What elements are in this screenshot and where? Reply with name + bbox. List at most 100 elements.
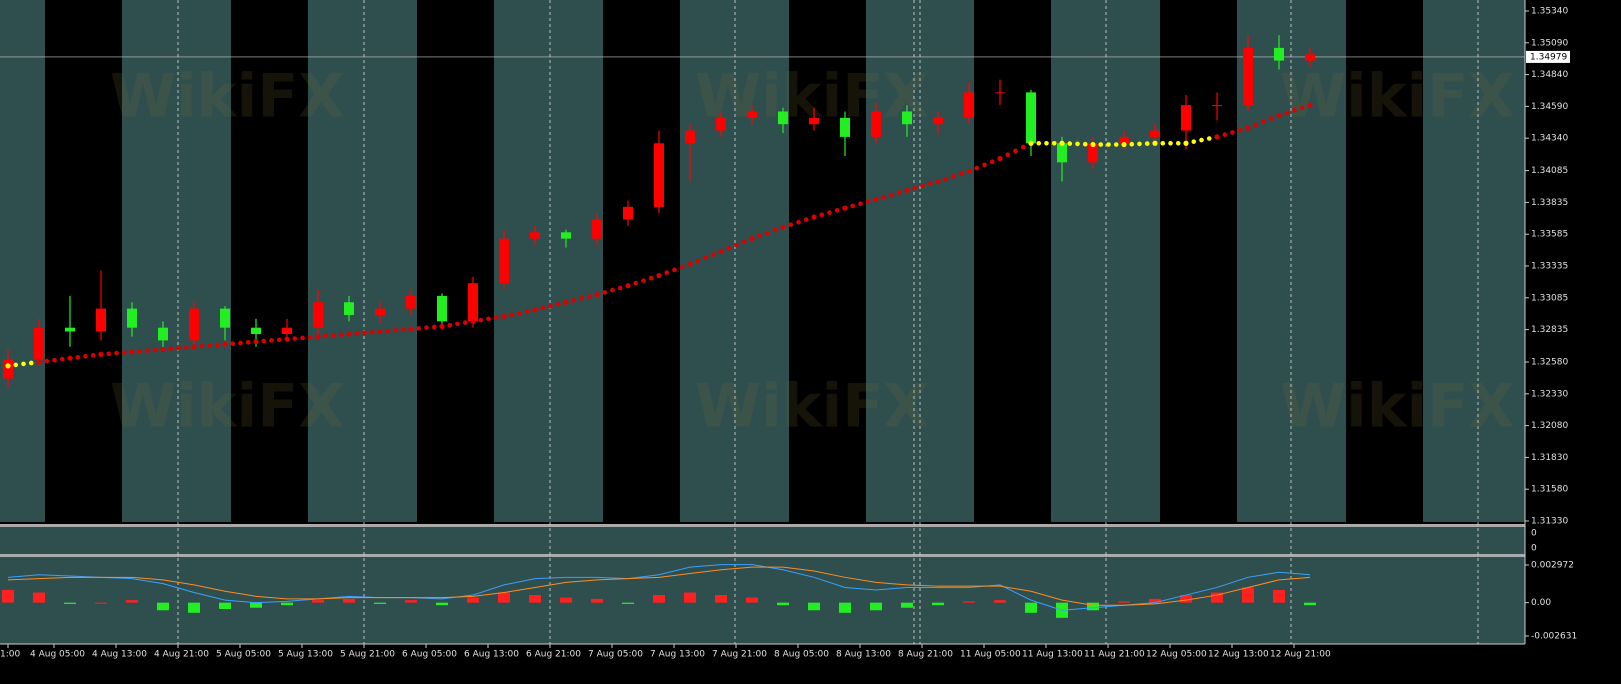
candle-body bbox=[499, 238, 509, 284]
ma-dot-fill bbox=[168, 346, 174, 351]
ma-dot bbox=[1307, 102, 1313, 108]
ma-dot-fill bbox=[1051, 140, 1057, 146]
ma-dot-fill bbox=[772, 227, 778, 233]
macd-bar bbox=[219, 602, 231, 609]
ma-dot-fill bbox=[734, 242, 739, 248]
candle-body bbox=[716, 117, 726, 131]
separator bbox=[0, 554, 1525, 557]
macd-bar bbox=[1211, 592, 1223, 603]
ma-dot bbox=[408, 326, 414, 332]
ma-dot-fill bbox=[28, 360, 34, 366]
ma-dot-fill bbox=[1113, 142, 1119, 147]
ma-dot-fill bbox=[896, 190, 902, 195]
ma-dot bbox=[718, 248, 724, 254]
ma-dot-fill bbox=[920, 183, 925, 189]
candle-body bbox=[127, 308, 137, 328]
macd-bar bbox=[1180, 595, 1192, 603]
time-label: 5 Aug 21:00 bbox=[340, 650, 395, 660]
ma-dot bbox=[346, 331, 352, 337]
price-label: 1.34590 bbox=[1531, 102, 1568, 112]
ma-dot bbox=[284, 336, 290, 342]
candle-body bbox=[406, 295, 416, 309]
ma-dot-fill bbox=[400, 327, 406, 332]
time-label: 12 Aug 05:00 bbox=[1146, 650, 1207, 660]
ma-dot-fill bbox=[331, 333, 336, 338]
ma-dot-fill bbox=[493, 315, 499, 320]
candle-body bbox=[995, 92, 1005, 94]
ma-dot-fill bbox=[834, 208, 840, 213]
ma-dot-fill bbox=[1175, 140, 1181, 146]
macd-bar bbox=[777, 602, 789, 606]
ma-dot-fill bbox=[199, 343, 205, 349]
ma-dot-fill bbox=[865, 199, 871, 204]
ma-dot-fill bbox=[13, 362, 19, 368]
ma-dot-fill bbox=[1082, 141, 1088, 147]
candle-body bbox=[561, 232, 571, 239]
macd-bar bbox=[1304, 602, 1316, 606]
price-label: 1.32080 bbox=[1531, 421, 1568, 431]
pane-label: 0 bbox=[1531, 529, 1537, 539]
ma-dot-fill bbox=[858, 201, 863, 206]
ma-dot-fill bbox=[951, 174, 956, 179]
ma-dot-fill bbox=[1129, 141, 1135, 147]
macd-bar bbox=[126, 600, 138, 603]
candle-body bbox=[220, 308, 230, 328]
ma-dot-fill bbox=[819, 212, 825, 218]
ma-dot-fill bbox=[1168, 140, 1173, 146]
macd-signal_line bbox=[7, 566, 1311, 606]
time-label: 5 Aug 05:00 bbox=[216, 650, 271, 660]
ma-dot-fill bbox=[695, 258, 701, 264]
price-label: 1.33585 bbox=[1531, 230, 1568, 240]
ma-dot-fill bbox=[741, 239, 747, 245]
ma-dot-fill bbox=[796, 219, 801, 225]
candle-body bbox=[1274, 47, 1284, 61]
candle-body bbox=[840, 117, 850, 137]
ma-dot-fill bbox=[672, 267, 677, 273]
candle-body bbox=[530, 232, 540, 239]
price-label: 1.31580 bbox=[1531, 485, 1568, 495]
ma-dot bbox=[966, 168, 972, 174]
price-label: 1.34085 bbox=[1531, 166, 1568, 176]
ma-dot bbox=[129, 349, 135, 355]
ma-dot-fill bbox=[881, 194, 887, 200]
time-label: 7 Aug 13:00 bbox=[650, 650, 705, 660]
candle-body bbox=[1243, 47, 1253, 106]
ma-dot bbox=[1214, 134, 1220, 140]
macd-bar bbox=[622, 602, 634, 604]
time-label: 8 Aug 13:00 bbox=[836, 650, 891, 660]
price-label: 1.34340 bbox=[1531, 134, 1568, 144]
macd-pane bbox=[0, 557, 1525, 644]
candle-body bbox=[34, 327, 44, 360]
ma-dot bbox=[873, 196, 879, 202]
ma-dot-fill bbox=[827, 210, 832, 215]
time-label: 1:00 bbox=[0, 650, 20, 660]
macd-macd_line bbox=[7, 564, 1311, 611]
macd-bar bbox=[33, 592, 45, 603]
ma-dot-fill bbox=[1191, 139, 1197, 144]
macd-label: 0.002972 bbox=[1531, 561, 1574, 571]
ma-dot-fill bbox=[726, 245, 732, 251]
ma-dot-fill bbox=[59, 356, 65, 362]
price-label: 1.32330 bbox=[1531, 389, 1568, 399]
candle-body bbox=[685, 130, 695, 144]
candle-body bbox=[623, 206, 633, 220]
macd-bar bbox=[684, 592, 696, 603]
ma-dot-fill bbox=[1005, 152, 1011, 158]
macd-bar bbox=[2, 589, 14, 603]
ma-dot bbox=[656, 272, 662, 279]
macd-bar bbox=[1242, 587, 1254, 603]
time-label: 5 Aug 13:00 bbox=[278, 650, 333, 660]
session-band bbox=[1346, 0, 1423, 522]
ma-dot-fill bbox=[1206, 136, 1212, 141]
ma-dot-fill bbox=[362, 330, 367, 336]
macd-bar bbox=[95, 602, 107, 604]
ma-dot-fill bbox=[1160, 140, 1166, 146]
macd-bar bbox=[1149, 598, 1161, 603]
ma-dot-fill bbox=[850, 203, 856, 209]
ma-dot bbox=[749, 236, 755, 242]
time-label: 6 Aug 13:00 bbox=[464, 650, 519, 660]
ma-dot-fill bbox=[90, 353, 96, 358]
ma-dot-fill bbox=[307, 334, 313, 340]
time-label: 12 Aug 13:00 bbox=[1208, 650, 1269, 660]
time-label: 6 Aug 21:00 bbox=[526, 650, 581, 660]
